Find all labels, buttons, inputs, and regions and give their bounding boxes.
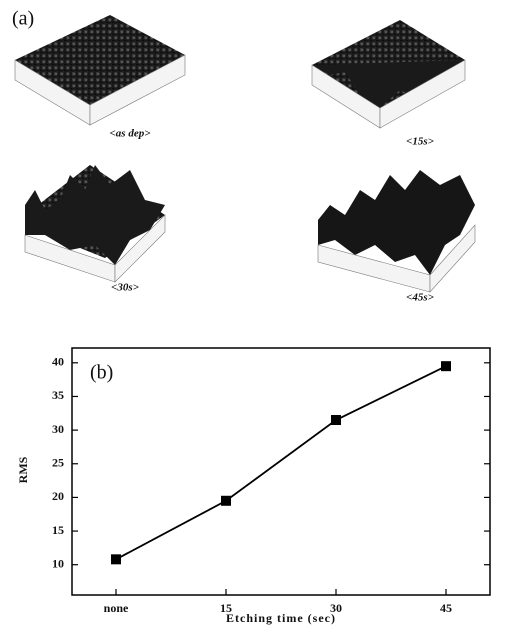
- afm-30s: [24, 165, 166, 283]
- caption: <15s>: [406, 136, 434, 148]
- y-tick-label: 35: [52, 388, 64, 402]
- caption: <as dep>: [110, 128, 151, 140]
- y-tick-label: 20: [52, 489, 64, 503]
- x-tick-label: 30: [330, 601, 342, 615]
- data-marker: [331, 415, 341, 426]
- x-tick-label: none: [104, 601, 129, 615]
- data-line: [115, 365, 447, 561]
- y-tick-label: 25: [52, 456, 64, 470]
- plot-frame: [71, 347, 491, 596]
- afm-45s: [317, 170, 476, 293]
- y-tick-label: 30: [52, 422, 64, 436]
- x-tick-label: 45: [440, 601, 452, 615]
- data-marker: [441, 361, 451, 372]
- caption: <45s>: [406, 292, 434, 304]
- x-axis-label: Etching time (sec): [226, 611, 336, 625]
- x-tick-label: 15: [220, 601, 232, 615]
- caption: <30s>: [111, 282, 139, 294]
- afm-as-dep: [14, 15, 186, 126]
- panel-label-a: (a): [12, 8, 34, 30]
- y-tick-label: 15: [52, 523, 64, 537]
- y-axis-label: RMS: [16, 456, 30, 483]
- data-marker: [221, 495, 231, 506]
- afm-15s: [311, 20, 466, 129]
- y-tick-label: 10: [52, 556, 64, 570]
- y-tick-label: 40: [52, 355, 64, 369]
- panel-label-b: (b): [90, 362, 113, 384]
- data-marker: [111, 554, 121, 565]
